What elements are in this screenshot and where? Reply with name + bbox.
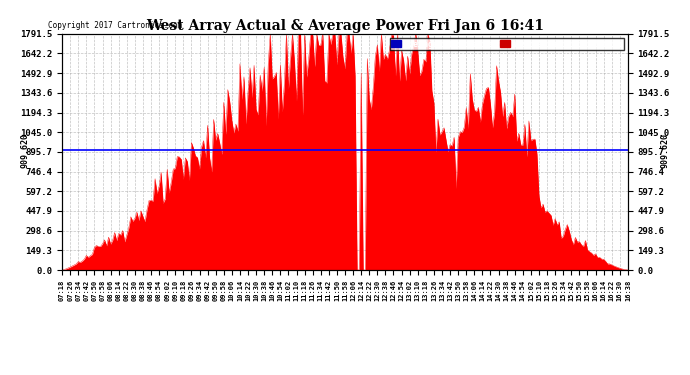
Text: 909.620: 909.620 bbox=[21, 132, 30, 168]
Title: West Array Actual & Average Power Fri Jan 6 16:41: West Array Actual & Average Power Fri Ja… bbox=[146, 19, 544, 33]
Text: 909.620: 909.620 bbox=[660, 132, 669, 168]
Legend: Average  (DC Watts), West Array  (DC Watts): Average (DC Watts), West Array (DC Watts… bbox=[390, 38, 624, 50]
Text: Copyright 2017 Cartronics.com: Copyright 2017 Cartronics.com bbox=[48, 21, 182, 30]
